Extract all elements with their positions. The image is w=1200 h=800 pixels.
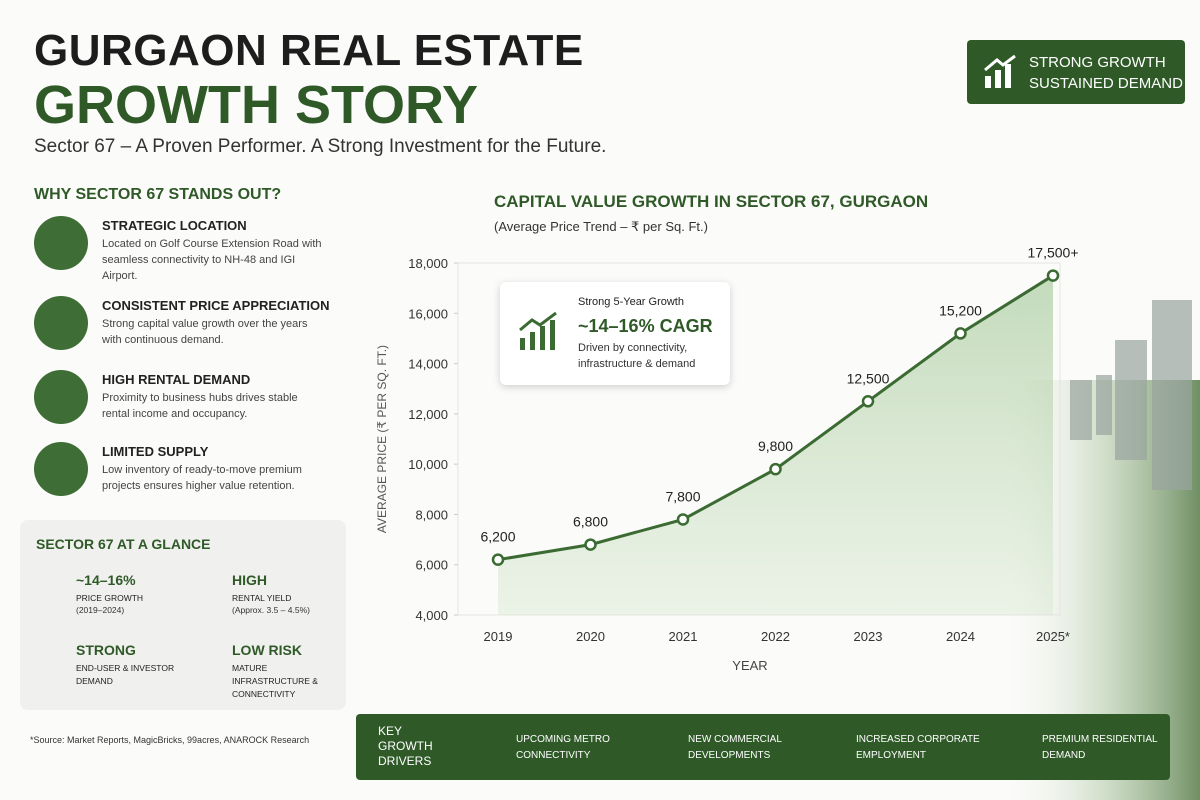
section-heading: WHY SECTOR 67 STANDS OUT?: [34, 186, 282, 203]
annotation-text: Driven by connectivity, infrastructure &…: [578, 342, 696, 370]
x-tick-label: 2023: [854, 629, 883, 644]
y-axis-label: AVERAGE PRICE (₹ PER SQ. FT.): [375, 345, 389, 533]
glance-item: ~14–16% PRICE GROWTH (2019–2024): [36, 572, 186, 622]
point: [1046, 269, 1060, 282]
area-fill: [498, 275, 1053, 615]
glance-value: ~14–16%: [76, 572, 136, 588]
value-label: 12,500: [847, 370, 890, 386]
value-label: 9,800: [758, 438, 793, 454]
value-label: 17,500+: [1028, 245, 1079, 261]
feature: LIMITED SUPPLY Low inventory of ready-to-…: [34, 442, 334, 502]
x-tick-label: 2019: [484, 629, 513, 644]
x-axis-label: YEAR: [732, 658, 767, 673]
y-tick-label: 16,000: [408, 306, 448, 321]
y-tick-label: 12,000: [408, 407, 448, 422]
point: [861, 395, 875, 408]
point: [584, 538, 597, 551]
glance-value: STRONG: [76, 642, 136, 658]
feature-text: Located on Golf Course Extension Road wi…: [102, 238, 322, 282]
feature: STRATEGIC LOCATION Located on Golf Course…: [34, 216, 334, 282]
title: GROWTH STORY: [34, 75, 478, 135]
drivers-bar: KEY GROWTH DRIVERS UPCOMING METRO CONNEC…: [356, 714, 1170, 780]
glance-item: STRONG END-USER & INVESTOR DEMAND: [36, 642, 186, 692]
x-tick-label: 2025*: [1036, 629, 1070, 644]
value-label: 6,800: [573, 514, 608, 530]
glance-label: MATURE INFRASTRUCTURE & CONNECTIVITY: [232, 663, 318, 699]
y-tick-label: 8,000: [415, 507, 448, 522]
y-tick-label: 10,000: [408, 457, 448, 472]
source-note: *Source: Market Reports, MagicBricks, 99…: [30, 735, 310, 745]
point: [769, 462, 782, 476]
driver: UPCOMING METRO CONNECTIVITY: [516, 734, 610, 761]
feature: CONSISTENT PRICE APPRECIATION Strong capi…: [34, 296, 334, 356]
point: [954, 327, 967, 340]
driver: INCREASED CORPORATE EMPLOYMENT: [856, 734, 980, 761]
glance-label: PRICE GROWTH: [76, 593, 144, 603]
feature-text: Strong capital value growth over the yea…: [102, 318, 308, 346]
driver: PREMIUM RESIDENTIAL DEMAND: [1042, 734, 1158, 761]
y-tick-label: 4,000: [415, 608, 448, 623]
x-tick-label: 2020: [576, 629, 605, 644]
feature-title: STRATEGIC LOCATION: [102, 218, 247, 233]
annotation-headline: ~14–16% CAGR: [578, 316, 713, 336]
feature-title: HIGH RENTAL DEMAND: [102, 372, 251, 387]
point: [491, 553, 505, 566]
feature-title: LIMITED SUPPLY: [102, 444, 209, 459]
title: GURGAON REAL ESTATE: [34, 26, 584, 75]
feature: HIGH RENTAL DEMAND Proximity to business …: [34, 370, 334, 430]
glance-note: (2019–2024): [76, 605, 125, 615]
glance-item: LOW RISK MATURE INFRASTRUCTURE & CONNECTI…: [192, 642, 342, 699]
glance-note: (Approx. 3.5 – 4.5%): [232, 605, 310, 615]
point: [676, 513, 690, 526]
feature-title: CONSISTENT PRICE APPRECIATION: [102, 298, 330, 313]
towers: [1070, 300, 1192, 490]
feature-text: Low inventory of ready-to-move premium p…: [102, 464, 302, 492]
chart-title: CAPITAL VALUE GROWTH IN SECTOR 67, GURGA…: [494, 192, 928, 211]
value-label: 6,200: [480, 529, 515, 545]
tagline: Sector 67 – A Proven Performer. A Strong…: [34, 136, 607, 157]
icon: [519, 312, 557, 350]
y-tick-label: 6,000: [415, 558, 448, 573]
glance-item: HIGH RENTAL YIELD (Approx. 3.5 – 4.5%): [192, 572, 342, 622]
drivers-heading: KEY GROWTH DRIVERS: [378, 724, 433, 768]
y-tick-label: 18,000: [408, 256, 448, 271]
driver: NEW COMMERCIAL DEVELOPMENTS: [688, 734, 782, 761]
feature-text: Proximity to business hubs drives stable…: [102, 392, 298, 420]
badge-text: SUSTAINED DEMAND: [1029, 75, 1183, 92]
y-tick-label: 14,000: [408, 357, 448, 372]
value-label: 7,800: [665, 488, 700, 504]
icon: [984, 54, 1016, 88]
annotation-title: Strong 5-Year Growth: [578, 296, 684, 308]
section-heading: SECTOR 67 AT A GLANCE: [36, 536, 211, 552]
x-tick-label: 2022: [761, 629, 790, 644]
glance-panel: SECTOR 67 AT A GLANCE ~14–16% PRICE GROWT…: [20, 520, 346, 710]
badge: STRONG GROWTH SUSTAINED DEMAND: [967, 40, 1185, 104]
x-tick-label: 2021: [669, 629, 698, 644]
glance-value: HIGH: [232, 572, 267, 588]
annotation-box: Strong 5-Year Growth ~14–16% CAGR Driven…: [500, 282, 730, 385]
badge-text: STRONG GROWTH: [1029, 54, 1166, 71]
glance-label: END-USER & INVESTOR DEMAND: [76, 663, 175, 686]
glance-value: LOW RISK: [232, 642, 302, 658]
glance-label: RENTAL YIELD: [232, 593, 292, 603]
chart-subtitle: (Average Price Trend – ₹ per Sq. Ft.): [494, 219, 708, 234]
value-label: 15,200: [939, 302, 982, 318]
x-tick-label: 2024: [946, 629, 975, 644]
